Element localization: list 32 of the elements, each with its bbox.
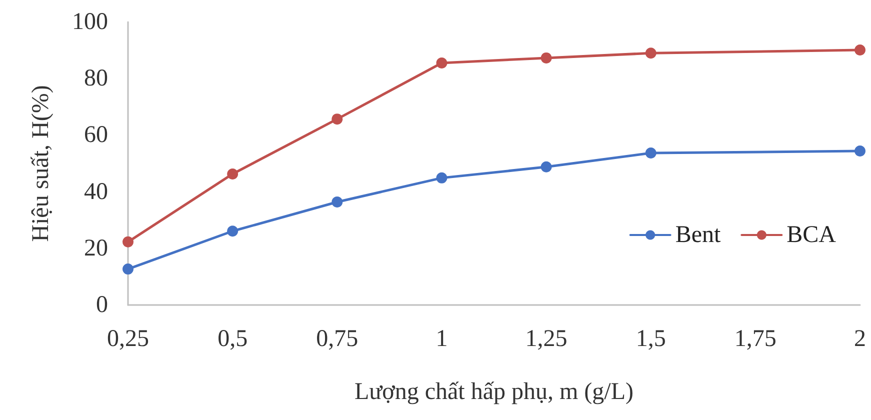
x-tick-label: 1	[436, 326, 448, 352]
point	[436, 58, 448, 69]
point	[122, 236, 134, 248]
x-tick-label: 2	[854, 326, 866, 352]
y-tick-label: 60	[84, 122, 108, 148]
point	[122, 264, 134, 275]
x-tick-label: 1,5	[636, 326, 666, 352]
point	[854, 44, 866, 56]
y-tick-label: 100	[72, 9, 108, 35]
y-tick-label: 0	[96, 292, 108, 318]
point	[540, 52, 552, 64]
point	[227, 226, 238, 237]
point	[645, 148, 656, 159]
point	[540, 161, 552, 172]
y-tick-label: 20	[84, 235, 108, 262]
x-tick-label: 0,5	[218, 326, 248, 352]
x-tick-label: 0,25	[107, 326, 149, 352]
point	[436, 172, 448, 184]
x-tick-label: 1,75	[734, 326, 776, 352]
legend-label: BCA	[786, 222, 837, 248]
x-tick-label: 0,75	[316, 326, 358, 352]
point	[332, 114, 343, 125]
point	[854, 146, 866, 157]
legend-label: Bent	[675, 222, 721, 248]
point	[332, 196, 343, 208]
x-axis-title: Lượng chất hấp phụ, m (g/L)	[354, 379, 634, 405]
y-tick-label: 40	[84, 178, 108, 205]
x-tick-label: 1,25	[525, 326, 568, 352]
point	[227, 168, 238, 180]
y-tick-label: 80	[84, 66, 108, 92]
point	[645, 48, 656, 59]
y-axis-title: Hiệu suất, H(%)	[28, 85, 54, 242]
